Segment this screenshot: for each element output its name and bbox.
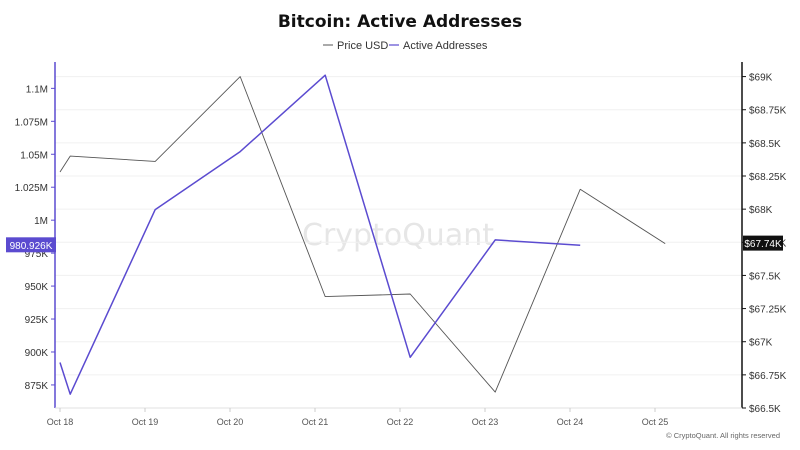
x-tick-label-5: Oct 23 [472, 417, 499, 427]
right-tick-label-7: $68.25K [749, 172, 787, 183]
left-tick-label-1: 900K [25, 348, 49, 359]
series-point-price-usd-0 [59, 171, 61, 173]
series-point-active-addresses-6 [494, 239, 496, 241]
series-point-active-addresses-7 [579, 245, 581, 247]
left-tick-label-4: 975K [25, 249, 49, 260]
series-line-price-usd [59, 76, 666, 393]
x-tick-label-7: Oct 25 [642, 417, 669, 427]
series-point-active-addresses-2 [154, 209, 156, 211]
left-tick-label-2: 925K [25, 315, 49, 326]
series-point-active-addresses-4 [324, 74, 326, 76]
series-point-price-usd-5 [409, 293, 411, 295]
current-left-badge: 980.926K [6, 237, 56, 253]
right-tick-label-10: $69K [749, 73, 773, 84]
series-point-active-addresses-3 [239, 151, 241, 153]
right-tick-label-1: $66.75K [749, 371, 787, 382]
right-tick-label-6: $68K [749, 205, 773, 216]
right-tick-label-0: $66.5K [749, 404, 781, 415]
axes [51, 62, 746, 412]
legend: Price USD Active Addresses [323, 40, 488, 52]
left-tick-label-8: 1.075M [15, 117, 48, 128]
left-tick-label-5: 1M [34, 216, 48, 227]
left-tick-label-9: 1.1M [26, 84, 48, 95]
right-tick-label-9: $68.75K [749, 106, 787, 117]
series-line-active-addresses [59, 74, 581, 395]
left-tick-label-6: 1.025M [15, 183, 48, 194]
current-left-badge-bg [6, 237, 56, 253]
x-tick-label-0: Oct 18 [47, 417, 74, 427]
right-tick-label-4: $67.5K [749, 271, 781, 282]
grid [55, 76, 742, 409]
series-point-price-usd-4 [324, 296, 326, 298]
copyright-credit: © CryptoQuant. All rights reserved [666, 431, 780, 440]
series-point-price-usd-3 [239, 76, 241, 78]
legend-label-active: Active Addresses [403, 40, 488, 52]
left-tick-label-0: 875K [25, 381, 49, 392]
series-point-active-addresses-5 [409, 356, 411, 358]
x-tick-label-6: Oct 24 [557, 417, 584, 427]
x-tick-label-3: Oct 21 [302, 417, 329, 427]
right-tick-label-3: $67.25K [749, 305, 787, 316]
series-point-price-usd-1 [69, 155, 71, 157]
series-point-price-usd-8 [664, 243, 666, 245]
left-tick-label-3: 950K [25, 282, 49, 293]
series-point-price-usd-6 [494, 391, 496, 393]
x-tick-label-4: Oct 22 [387, 417, 414, 427]
current-right-badge-bg [743, 235, 783, 251]
current-right-badge: $67.74K [743, 235, 783, 251]
right-tick-label-2: $67K [749, 338, 773, 349]
left-tick-label-7: 1.05M [20, 150, 48, 161]
right-tick-label-8: $68.5K [749, 139, 781, 150]
watermark: CryptoQuant [302, 218, 494, 253]
legend-label-price: Price USD [337, 40, 388, 52]
x-tick-label-2: Oct 20 [217, 417, 244, 427]
series-point-price-usd-7 [579, 188, 581, 190]
series [59, 74, 666, 395]
series-point-active-addresses-1 [69, 393, 71, 395]
current-right-badge-label: $67.74K [744, 239, 782, 250]
series-point-price-usd-2 [154, 161, 156, 163]
chart-title: Bitcoin: Active Addresses [278, 12, 522, 32]
x-tick-label-1: Oct 19 [132, 417, 159, 427]
series-point-active-addresses-0 [59, 362, 61, 364]
current-left-badge-label: 980.926K [10, 241, 53, 252]
